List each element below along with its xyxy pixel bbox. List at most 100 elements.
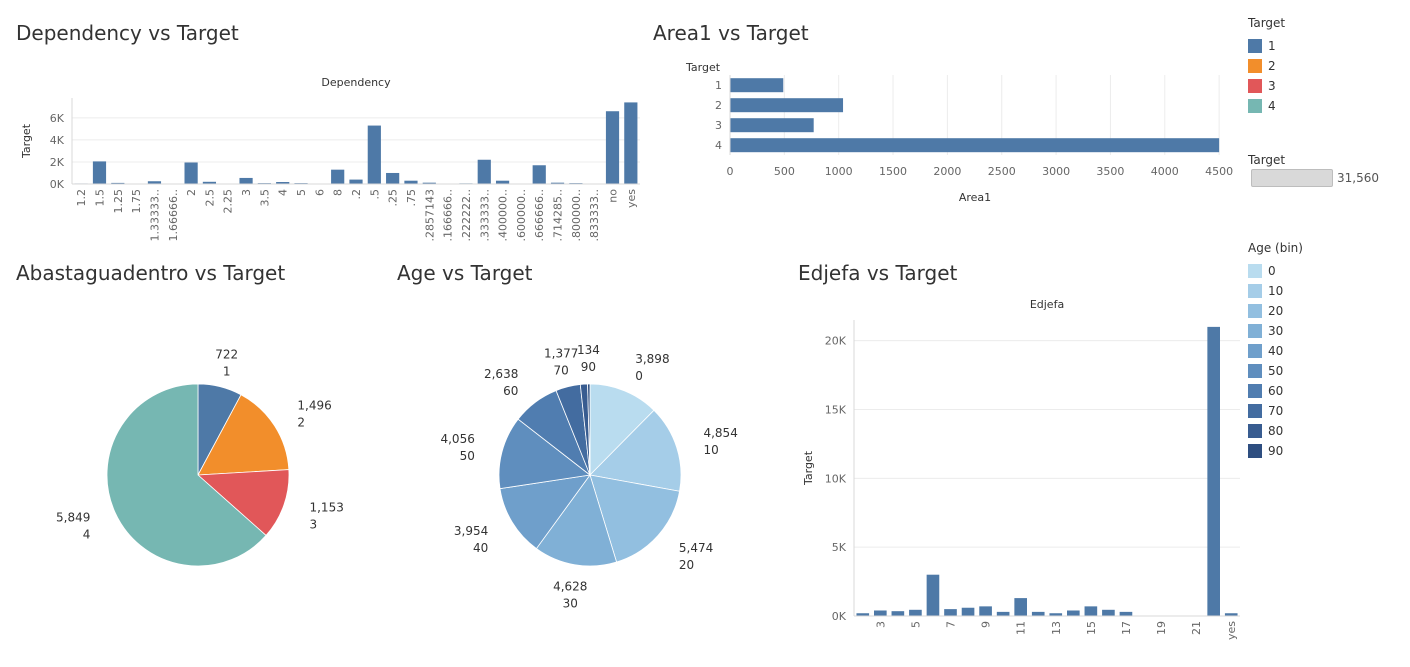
edjefa-bar: [1067, 610, 1080, 616]
area1-y-tick-label: 3: [715, 119, 722, 132]
area1-x-tick-label: 0: [727, 165, 734, 178]
age-bin-legend: Age (bin) 0 10 20 30 40 50 60 70 80 90: [1248, 241, 1303, 461]
dependency-bar: [404, 180, 418, 184]
abast-slice-value: 1,153: [309, 501, 343, 515]
edjefa-chart-title: Edjefa vs Target: [798, 261, 958, 285]
abast-chart-title: Abastaguadentro vs Target: [16, 261, 286, 285]
edjefa-x-tick-label: yes: [1225, 621, 1238, 640]
area1-bar: [730, 138, 1220, 153]
area1-y-tick-label: 4: [715, 139, 722, 152]
dependency-bar-chart: Dependency Target 0K 2K 4K 6K 1.2 1.5 1.25 1.75 1.…: [20, 76, 640, 242]
target-legend-label: 1: [1268, 39, 1276, 53]
dependency-bar: [202, 181, 217, 184]
area1-x-tick-label: 500: [774, 165, 795, 178]
target-legend-item-4[interactable]: 4: [1248, 96, 1285, 116]
age-slice-20: [589, 474, 680, 563]
age-bin-legend-label: 0: [1268, 264, 1276, 278]
dependency-x-tick-label: 2.5: [203, 189, 216, 207]
dependency-x-tick-label: 1.25: [112, 189, 125, 214]
edjefa-bar: [856, 613, 870, 616]
age-bin-legend-item-60[interactable]: 60: [1248, 381, 1303, 401]
edjefa-bar: [1084, 606, 1098, 616]
age-slice-label: 20: [679, 558, 694, 572]
target-legend-item-1[interactable]: 1: [1248, 36, 1285, 56]
age-slice-value: 2,638: [484, 367, 518, 381]
age-slice-label: 60: [503, 384, 518, 398]
area1-x-tick-label: 3000: [1042, 165, 1070, 178]
dependency-x-tick-label: .222222..: [460, 189, 473, 241]
target-legend: Target 1 2 3 4: [1248, 16, 1285, 116]
age-slice-value: 3,898: [635, 352, 669, 366]
age-bin-legend-item-50[interactable]: 50: [1248, 361, 1303, 381]
age-slice-10: [589, 409, 682, 492]
edjefa-y-tick-label: 20K: [825, 335, 847, 348]
edjefa-x-tick-label: 11: [1015, 621, 1028, 635]
area1-y-tick-label: 2: [715, 99, 722, 112]
edjefa-bar: [1049, 613, 1063, 616]
age-bin-legend-item-90[interactable]: 90: [1248, 441, 1303, 461]
age-slice-label: 50: [460, 449, 475, 463]
edjefa-bar: [944, 609, 957, 616]
dependency-bar: [477, 159, 491, 184]
age-bin-legend-item-40[interactable]: 40: [1248, 341, 1303, 361]
target-legend-swatch: [1248, 59, 1262, 73]
target-legend-item-2[interactable]: 2: [1248, 56, 1285, 76]
dependency-x-tick-label: .5: [368, 189, 381, 200]
age-bin-legend-label: 90: [1268, 444, 1284, 458]
area1-x-tick-label: 2000: [933, 165, 961, 178]
age-slice-30: [535, 474, 618, 567]
abast-slice-value: 722: [215, 348, 238, 362]
edjefa-header-label: Edjefa: [1030, 298, 1064, 311]
age-bin-legend-item-20[interactable]: 20: [1248, 301, 1303, 321]
edjefa-y-tick-label: 10K: [825, 472, 847, 485]
edjefa-bar: [1224, 613, 1238, 616]
dependency-y-axis-label: Target: [20, 123, 33, 159]
target-legend-title: Target: [1248, 16, 1286, 30]
dependency-x-tick-label: 2: [185, 189, 198, 196]
abast-slice-value: 5,849: [56, 510, 90, 524]
dependency-x-tick-label: .166666..: [442, 189, 455, 241]
age-bin-legend-swatch: [1248, 424, 1262, 438]
edjefa-x-tick-label: 17: [1120, 621, 1133, 635]
age-bin-legend-item-10[interactable]: 10: [1248, 281, 1303, 301]
age-bin-legend-label: 60: [1268, 384, 1284, 398]
age-slice-value: 5,474: [679, 541, 713, 555]
target-legend-item-3[interactable]: 3: [1248, 76, 1285, 96]
edjefa-x-tick-label: 5: [909, 621, 922, 628]
area1-x-tick-label: 4000: [1151, 165, 1179, 178]
age-slice-40: [499, 474, 591, 550]
dependency-x-tick-label: 5: [295, 189, 308, 196]
target-legend-swatch: [1248, 39, 1262, 53]
dependency-y-tick-label: 4K: [50, 134, 65, 147]
dependency-y-tick-label: 0K: [50, 178, 65, 191]
age-bin-legend-item-0[interactable]: 0: [1248, 261, 1303, 281]
dependency-x-tick-label: 1.5: [93, 189, 106, 207]
abast-slice-label: 3: [309, 518, 317, 532]
abast-slice-3: [197, 469, 290, 537]
age-bin-legend-item-80[interactable]: 80: [1248, 421, 1303, 441]
age-bin-legend-item-70[interactable]: 70: [1248, 401, 1303, 421]
edjefa-bar: [1207, 326, 1220, 616]
dependency-x-tick-label: yes: [625, 189, 638, 208]
edjefa-x-tick-label: 7: [945, 621, 958, 628]
age-bin-legend-label: 70: [1268, 404, 1284, 418]
age-bin-legend-swatch: [1248, 324, 1262, 338]
dependency-bar: [550, 182, 565, 184]
target-range-slider[interactable]: [1251, 169, 1333, 187]
area1-x-axis-label: Area1: [959, 191, 991, 204]
age-slice-50: [498, 418, 591, 490]
age-bin-legend-label: 50: [1268, 364, 1284, 378]
age-bin-legend-label: 80: [1268, 424, 1284, 438]
dependency-x-tick-label: 4: [277, 189, 290, 196]
edjefa-bar: [909, 609, 922, 616]
edjefa-bar-chart: Edjefa Target 0K 5K 10K 15K 20K 3 5 7 9 11 13 15 17 19 2…: [802, 298, 1240, 640]
age-slice-value: 4,628: [553, 579, 587, 593]
dependency-bar: [495, 180, 510, 184]
dependency-bar: [532, 165, 546, 184]
edjefa-x-tick-label: 13: [1050, 621, 1063, 635]
dependency-bar: [422, 182, 436, 184]
edjefa-x-tick-label: 15: [1085, 621, 1098, 635]
age-bin-legend-title: Age (bin): [1248, 241, 1303, 255]
age-bin-legend-item-30[interactable]: 30: [1248, 321, 1303, 341]
dependency-bar: [92, 161, 107, 184]
